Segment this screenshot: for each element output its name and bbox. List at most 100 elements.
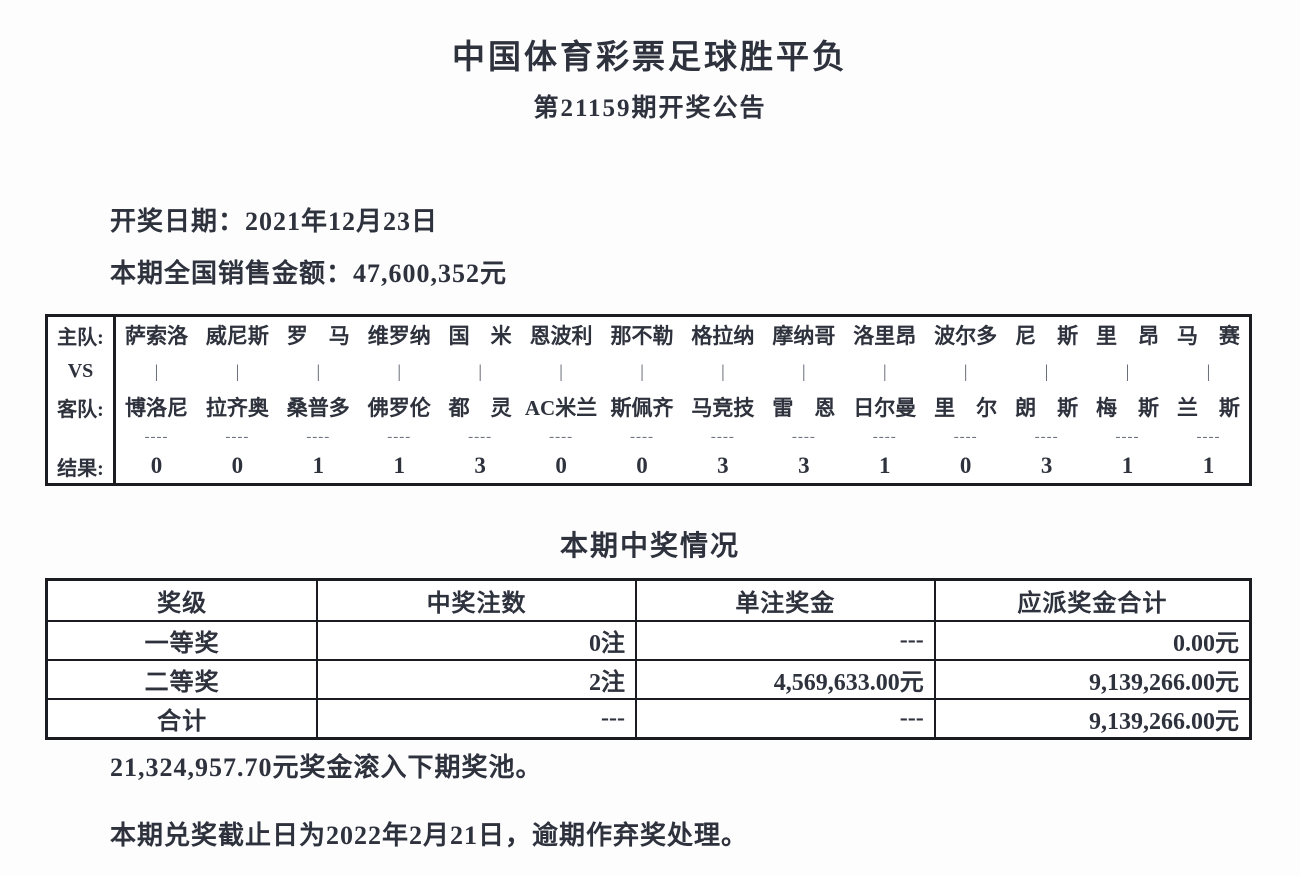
home-team: 罗 马	[286, 324, 350, 348]
redeem-deadline-note: 本期兑奖截止日为2022年2月21日，逾期作弃奖处理。	[110, 821, 749, 850]
dash-separator: ----	[953, 428, 978, 445]
dash-separator: ----	[144, 428, 169, 445]
match-column-3: 罗 马 | 桑普多 ---- 1	[278, 317, 359, 483]
match-column-7: 那不勒 | 斯佩齐 ---- 0	[602, 317, 683, 483]
away-team: 斯佩齐	[610, 396, 674, 420]
match-result: 0	[555, 453, 567, 478]
away-team: 日尔曼	[853, 396, 917, 420]
dash-separator: ----	[549, 428, 574, 445]
home-team: 里 昂	[1096, 324, 1160, 348]
dash-separator: ----	[1196, 428, 1221, 445]
vs-separator: |	[721, 360, 725, 381]
away-team: AC米兰	[524, 396, 598, 420]
match-column-11: 波尔多 | 里 尔 ---- 0	[925, 317, 1006, 483]
dash-separator: ----	[710, 428, 735, 445]
match-result: 0	[636, 453, 648, 478]
home-team: 维罗纳	[367, 324, 431, 348]
home-team: 国 米	[448, 324, 512, 348]
dash-separator: ----	[1115, 428, 1140, 445]
dash-separator: ----	[306, 428, 331, 445]
match-result: 1	[1121, 453, 1134, 478]
dash-separator: ----	[225, 428, 250, 445]
total-prize: 9,139,266.00元	[933, 659, 1252, 700]
vs-separator: |	[1206, 360, 1211, 381]
total-prize: 0.00元	[933, 620, 1252, 661]
away-team: 桑普多	[286, 396, 350, 420]
match-results-table: 主队: VS 客队: 结果: 萨索洛 | 博洛尼 ---- 0 威尼斯 | 拉齐…	[45, 314, 1252, 486]
vs-separator: |	[235, 360, 240, 381]
home-team: 格拉纳	[691, 324, 755, 348]
result-row-label: 结果:	[57, 457, 104, 480]
match-column-5: 国 米 | 都 灵 ---- 3	[440, 317, 521, 483]
prize-level: 二等奖	[45, 659, 319, 700]
table-row-second-prize: 二等奖 2注 4,569,633.00元 9,139,266.00元	[45, 659, 1252, 700]
vs-separator: |	[397, 360, 402, 381]
vs-separator: |	[559, 360, 563, 381]
away-team: 都 灵	[448, 396, 512, 420]
vs-separator: |	[882, 360, 887, 381]
home-team: 摩纳哥	[772, 324, 836, 348]
match-column-4: 维罗纳 | 佛罗伦 ---- 1	[359, 317, 440, 483]
away-team: 拉齐奥	[205, 396, 269, 420]
home-team: 马 赛	[1176, 324, 1240, 348]
vs-separator: |	[154, 360, 159, 381]
vs-separator: |	[1125, 360, 1130, 381]
column-header-single-prize: 单注奖金	[634, 578, 936, 622]
match-result: 1	[312, 453, 325, 478]
match-result: 3	[717, 453, 729, 478]
dash-separator: ----	[468, 428, 493, 445]
away-team: 兰 斯	[1176, 396, 1240, 420]
winner-count: ---	[316, 698, 637, 740]
dash-separator: ----	[1034, 428, 1059, 445]
away-team: 雷 恩	[772, 396, 836, 420]
total-prize: 9,139,266.00元	[933, 698, 1252, 740]
vs-separator: |	[316, 360, 321, 381]
match-column-9: 摩纳哥 | 雷 恩 ---- 3	[763, 317, 844, 483]
total-sales-line: 本期全国销售金额：47,600,352元	[110, 259, 508, 288]
match-result: 3	[474, 453, 486, 478]
match-column-13: 里 昂 | 梅 斯 ---- 1	[1087, 317, 1168, 483]
home-team: 威尼斯	[205, 324, 269, 348]
match-result: 0	[150, 453, 163, 478]
home-team: 那不勒	[610, 324, 674, 348]
vs-separator: |	[478, 360, 482, 381]
single-prize: ---	[634, 620, 936, 661]
vs-separator: |	[963, 360, 968, 381]
dash-separator: ----	[791, 428, 816, 445]
away-team: 梅 斯	[1096, 396, 1160, 420]
match-result: 1	[879, 453, 891, 478]
away-team: 朗 斯	[1015, 396, 1079, 420]
match-column-14: 马 赛 | 兰 斯 ---- 1	[1168, 317, 1249, 483]
match-column-8: 格拉纳 | 马竞技 ---- 3	[682, 317, 763, 483]
column-header-total-prize: 应派奖金合计	[933, 578, 1252, 622]
table-row-total: 合计 --- --- 9,139,266.00元	[45, 698, 1252, 740]
vs-row-label: VS	[67, 359, 94, 382]
vs-separator: |	[802, 360, 806, 381]
winner-count: 2注	[316, 659, 637, 700]
draw-date-line: 开奖日期：2021年12月23日	[110, 207, 439, 236]
column-header-level: 奖级	[45, 578, 319, 622]
single-prize: ---	[634, 698, 936, 740]
home-team: 恩波利	[529, 324, 593, 348]
match-result: 1	[1202, 453, 1215, 478]
home-team: 洛里昂	[853, 324, 917, 348]
away-team: 里 尔	[934, 396, 998, 420]
prize-table-header-row: 奖级 中奖注数 单注奖金 应派奖金合计	[45, 578, 1252, 622]
vs-separator: |	[640, 360, 644, 381]
match-column-2: 威尼斯 | 拉齐奥 ---- 0	[197, 317, 278, 483]
match-result: 3	[1040, 453, 1053, 478]
match-column-12: 尼 斯 | 朗 斯 ---- 3	[1006, 317, 1087, 483]
prize-level: 一等奖	[45, 620, 319, 661]
prize-table: 奖级 中奖注数 单注奖金 应派奖金合计 一等奖 0注 --- 0.00元 二等奖…	[45, 578, 1252, 740]
match-table-row-labels: 主队: VS 客队: 结果:	[48, 317, 116, 483]
match-result: 1	[393, 453, 405, 478]
rollover-note: 21,324,957.70元奖金滚入下期奖池。	[110, 753, 543, 782]
table-row-first-prize: 一等奖 0注 --- 0.00元	[45, 620, 1252, 661]
home-team: 尼 斯	[1015, 324, 1079, 348]
draw-number-subtitle: 第21159期开奖公告	[533, 95, 767, 122]
prize-section-title: 本期中奖情况	[559, 531, 740, 562]
match-result: 3	[798, 453, 810, 478]
winner-count: 0注	[316, 620, 637, 661]
match-column-1: 萨索洛 | 博洛尼 ---- 0	[116, 317, 197, 483]
